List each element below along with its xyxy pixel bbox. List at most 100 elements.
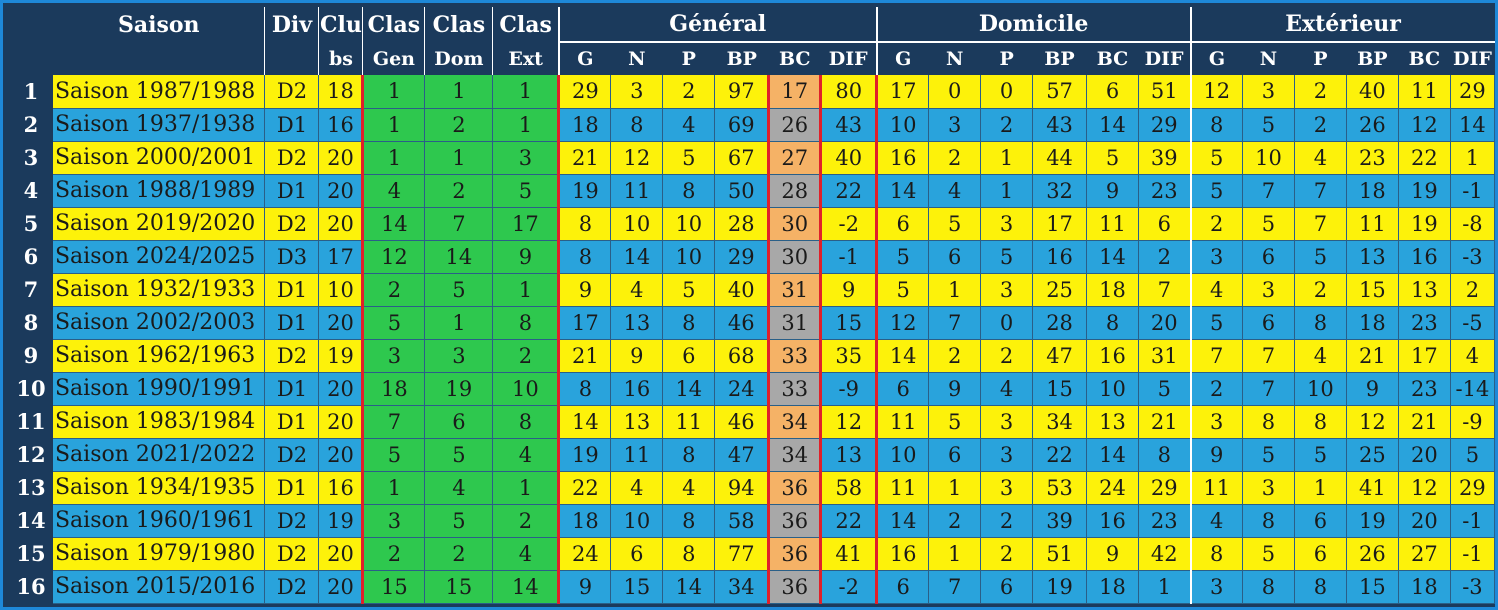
saison-cell: Saison 1962/1963 [52, 339, 266, 373]
general-bc-cell: 27 [767, 141, 823, 175]
domicile-p-cell: 3 [980, 207, 1034, 241]
saison-cell: Saison 1960/1961 [52, 504, 266, 538]
domicile-dif-cell: 21 [1138, 405, 1191, 439]
gen-dif-header: DIF [820, 42, 877, 75]
table-row: 4 Saison 1988/1989 D1 20 4 2 5 19 11 8 50 28 22 14 4 1 3… [9, 174, 1496, 208]
gen-g-header: G [557, 42, 611, 75]
exterieur-g-cell: 3 [1189, 240, 1243, 274]
general-bc-cell: 33 [767, 372, 823, 406]
exterieur-p-cell: 4 [1294, 339, 1347, 373]
table-row: 8 Saison 2002/2003 D1 20 5 1 8 17 13 8 46 31 15 12 7 0 2… [9, 306, 1496, 340]
domicile-bp-cell: 47 [1032, 339, 1088, 373]
rank-cell: 1 [9, 75, 53, 108]
general-bp-cell: 94 [714, 471, 770, 505]
div-cell: D2 [264, 339, 320, 373]
div-cell: D2 [264, 438, 320, 472]
clas-dom-cell: 5 [424, 273, 494, 307]
exterieur-bp-cell: 13 [1346, 240, 1399, 274]
clas-ext-cell: 14 [492, 570, 561, 604]
div-cell: D1 [264, 471, 320, 505]
general-p-cell: 2 [662, 75, 716, 109]
general-dif-cell: 43 [820, 108, 879, 142]
exterieur-p-cell: 2 [1294, 108, 1347, 142]
clubs-cell: 20 [318, 570, 365, 604]
clas-ext-header-bottom: Ext [492, 42, 559, 75]
domicile-g-cell: 6 [876, 207, 930, 241]
div-cell: D2 [264, 207, 320, 241]
ext-g-header: G [1189, 42, 1243, 75]
general-n-cell: 14 [610, 240, 664, 274]
exterieur-bp-cell: 12 [1346, 405, 1399, 439]
domicile-n-cell: 1 [928, 273, 982, 307]
general-p-cell: 10 [662, 207, 716, 241]
saison-header: Saison [52, 7, 265, 42]
exterieur-g-cell: 8 [1189, 537, 1243, 571]
domicile-p-cell: 2 [980, 537, 1034, 571]
gen-bc-header: BC [768, 42, 821, 75]
general-bp-cell: 58 [714, 504, 770, 538]
general-g-cell: 17 [558, 306, 612, 340]
domicile-g-cell: 5 [876, 273, 930, 307]
general-dif-cell: 22 [820, 504, 879, 538]
table-header: Saison Div Clu Clas Clas Clas Général Do… [9, 7, 1495, 75]
domicile-g-cell: 14 [876, 174, 930, 208]
rank-cell: 8 [9, 306, 53, 339]
exterieur-dif-cell: 4 [1450, 339, 1496, 373]
clubs-cell: 20 [318, 306, 365, 340]
rank-cell: 13 [9, 471, 53, 504]
domicile-n-cell: 7 [928, 306, 982, 340]
div-cell: D1 [264, 372, 320, 406]
clas-ext-cell: 2 [492, 339, 561, 373]
exterieur-bp-cell: 26 [1346, 108, 1399, 142]
clubs-header-top: Clu [318, 7, 363, 42]
general-dif-cell: 13 [820, 438, 879, 472]
general-dif-cell: -2 [820, 207, 879, 241]
rank-cell: 4 [9, 174, 53, 207]
general-bc-cell: 34 [767, 438, 823, 472]
domicile-n-cell: 6 [928, 438, 982, 472]
domicile-bc-cell: 13 [1086, 405, 1140, 439]
table-row: 14 Saison 1960/1961 D2 19 3 5 2 18 10 8 58 36 22 14 2 2… [9, 504, 1496, 538]
general-bp-cell: 46 [714, 306, 770, 340]
div-cell: D2 [264, 537, 320, 571]
table-row: 11 Saison 1983/1984 D1 20 7 6 8 14 13 11 46 34 12 11 5… [9, 405, 1496, 439]
rank-cell: 7 [9, 273, 53, 306]
div-header: Div [264, 7, 319, 42]
general-p-cell: 8 [662, 174, 716, 208]
exterieur-dif-cell: -14 [1450, 372, 1496, 406]
domicile-bc-cell: 8 [1086, 306, 1140, 340]
clubs-cell: 19 [318, 339, 365, 373]
domicile-p-cell: 6 [980, 570, 1034, 604]
ext-bc-header: BC [1398, 42, 1451, 75]
domicile-dif-cell: 29 [1138, 108, 1191, 142]
table-row: 5 Saison 2019/2020 D2 20 14 7 17 8 10 10 28 30 -2 6 5 3… [9, 207, 1496, 241]
domicile-g-cell: 14 [876, 504, 930, 538]
clas-dom-cell: 1 [424, 141, 494, 175]
domicile-n-cell: 1 [928, 471, 982, 505]
general-dif-cell: 9 [820, 273, 879, 307]
exterieur-bc-cell: 12 [1398, 471, 1451, 505]
rank-cell: 3 [9, 141, 53, 174]
exterieur-bc-cell: 11 [1398, 75, 1451, 109]
ext-dif-header: DIF [1450, 42, 1495, 75]
general-n-cell: 8 [610, 108, 664, 142]
exterieur-bp-cell: 18 [1346, 174, 1399, 208]
domicile-bp-cell: 19 [1032, 570, 1088, 604]
domicile-p-cell: 2 [980, 504, 1034, 538]
clas-gen-cell: 12 [362, 240, 426, 274]
domicile-g-cell: 5 [876, 240, 930, 274]
domicile-p-cell: 4 [980, 372, 1034, 406]
domicile-p-cell: 3 [980, 405, 1034, 439]
general-bc-cell: 31 [767, 273, 823, 307]
domicile-n-cell: 0 [928, 75, 982, 109]
general-dif-cell: 40 [820, 141, 879, 175]
clas-gen-cell: 3 [362, 339, 426, 373]
div-header-2 [264, 42, 319, 75]
rank-cell: 14 [9, 504, 53, 537]
general-g-cell: 21 [558, 339, 612, 373]
domicile-p-cell: 2 [980, 339, 1034, 373]
clas-gen-header-bottom: Gen [362, 42, 425, 75]
exterieur-g-cell: 11 [1189, 471, 1243, 505]
exterieur-p-cell: 7 [1294, 207, 1347, 241]
exterieur-dif-cell: 29 [1450, 471, 1496, 505]
